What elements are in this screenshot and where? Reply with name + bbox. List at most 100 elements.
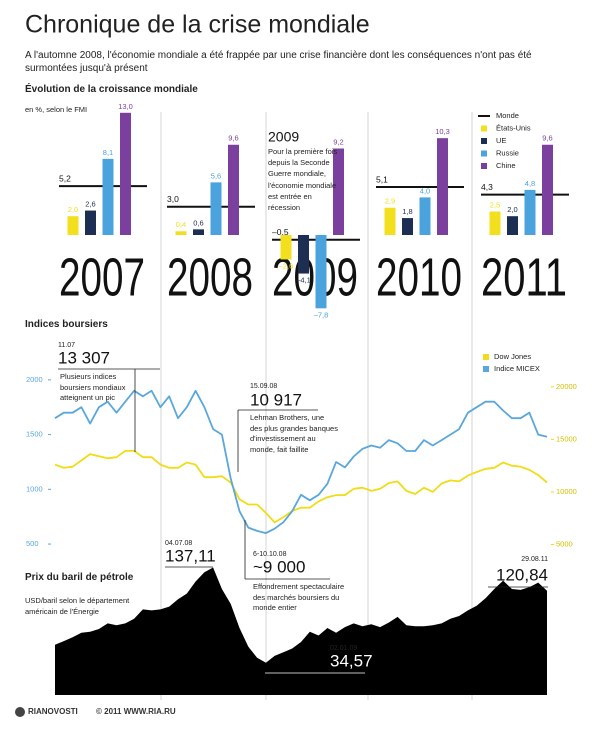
bar <box>280 235 292 260</box>
y-tick-label: 2000 <box>26 375 43 384</box>
legend-swatch <box>481 125 487 132</box>
legend-swatch <box>481 138 487 144</box>
annotation-date: 11.07 <box>58 342 75 349</box>
annotation-text: Effondrement spectaculaire des marchés b… <box>253 582 345 612</box>
bar <box>228 144 239 235</box>
value-label: 5,2 <box>59 173 71 183</box>
annotation-date: 04.07.08 <box>165 540 192 547</box>
legend-label: Russie <box>496 148 519 157</box>
year-label: 2011 <box>481 247 567 307</box>
section-title: Indices boursiers <box>25 319 108 330</box>
footer-copyright: © 2011 WWW.RIA.RU <box>96 707 176 716</box>
bar <box>298 235 309 274</box>
value-label: 3,0 <box>167 194 179 204</box>
legend-label: Dow Jones <box>494 352 531 361</box>
value-label: 5,1 <box>376 174 388 184</box>
year-label: 2010 <box>376 247 462 307</box>
value-label: 13,0 <box>118 102 133 111</box>
annotation-value: 137,11 <box>165 546 216 565</box>
value-label: 8,1 <box>103 148 113 157</box>
value-label: 2,5 <box>490 200 500 209</box>
annotation-value: ~9 000 <box>253 557 305 576</box>
y-tick-label: 1500 <box>26 430 43 439</box>
annotation-text: Plusieurs indices boursiers mondiaux att… <box>60 372 126 402</box>
bar <box>489 211 501 235</box>
index-line <box>54 389 548 534</box>
legend-swatch <box>483 366 489 372</box>
value-label: –4,1 <box>296 276 311 285</box>
annotation-value: 34,57 <box>330 651 373 670</box>
bar <box>419 197 431 235</box>
annotation-value: 10 917 <box>250 390 302 409</box>
section-subtitle: USD/baril selon le département américain… <box>25 596 130 616</box>
value-label: 9,2 <box>333 138 343 147</box>
bar <box>507 216 518 235</box>
value-label: 4,3 <box>481 182 493 192</box>
bar <box>85 210 96 235</box>
annotation-value: 120,84 <box>496 565 548 584</box>
bar <box>193 229 204 235</box>
year-label: 2008 <box>167 247 253 307</box>
bar <box>102 158 114 235</box>
annotation-text: Pour la première fois depuis la Seconde … <box>268 147 338 213</box>
oil-area <box>55 567 547 695</box>
y2-tick-label: 5000 <box>556 539 573 548</box>
y-tick-label: 500 <box>26 539 39 548</box>
annotation-date: 02.01.09 <box>330 645 357 652</box>
legend-swatch <box>481 163 487 169</box>
footer-logo: RIANOVOSTI <box>28 707 78 716</box>
bar <box>402 218 413 235</box>
section-title: Prix du baril de pétrole <box>25 572 134 583</box>
value-label: 0,4 <box>176 220 186 229</box>
bar <box>333 148 344 235</box>
value-label: 4,8 <box>525 179 535 188</box>
bar <box>120 112 131 235</box>
annotation-date: 6-10.10.08 <box>253 551 287 558</box>
year-label: 2007 <box>59 247 145 307</box>
value-label: 10,3 <box>435 127 450 136</box>
annotation-date: 15.09.08 <box>250 383 277 390</box>
legend-label: Indice MICEX <box>494 364 540 373</box>
logo-mark <box>15 707 25 717</box>
y2-tick-label: 10000 <box>556 487 577 496</box>
value-label: 2,6 <box>85 200 95 209</box>
y2-tick-label: 15000 <box>556 434 577 443</box>
value-label: 0,6 <box>193 218 203 227</box>
annotation-date: 29.08.11 <box>521 556 548 563</box>
bar <box>524 189 536 235</box>
annotation-text: Lehman Brothers, une des plus grandes ba… <box>250 413 338 454</box>
value-label: –2,6 <box>279 261 294 270</box>
value-label: 9,6 <box>228 134 238 143</box>
legend-label: UE <box>496 136 506 145</box>
bar <box>210 182 222 235</box>
annotation-title: 2009 <box>268 129 299 145</box>
value-label: –0,5 <box>272 227 289 237</box>
value-label: 2,0 <box>507 205 517 214</box>
page-title: Chronique de la crise mondiale <box>25 11 370 39</box>
value-label: 4,0 <box>420 186 430 195</box>
bar <box>67 216 79 235</box>
value-label: –7,8 <box>314 310 329 319</box>
value-label: 1,8 <box>402 207 412 216</box>
value-label: 2,9 <box>385 197 395 206</box>
bar <box>542 144 553 235</box>
bar <box>437 138 448 235</box>
section-subtitle: en %, selon le FMI <box>25 105 88 114</box>
legend-label: Chine <box>496 161 516 170</box>
value-label: 2,0 <box>68 205 78 214</box>
value-label: 9,6 <box>542 134 552 143</box>
legend-label: États-Unis <box>496 123 531 132</box>
legend-label: Monde <box>496 111 519 120</box>
page-subtitle: A l'automne 2008, l'économie mondiale a … <box>25 50 532 74</box>
section-title: Évolution de la croissance mondiale <box>25 84 198 95</box>
y-tick-label: 1000 <box>26 484 43 493</box>
index-line <box>54 450 548 524</box>
annotation-value: 13 307 <box>58 348 110 367</box>
bar <box>175 231 187 235</box>
bar <box>384 207 396 235</box>
y2-tick-label: 20000 <box>556 382 577 391</box>
bar <box>315 235 327 309</box>
